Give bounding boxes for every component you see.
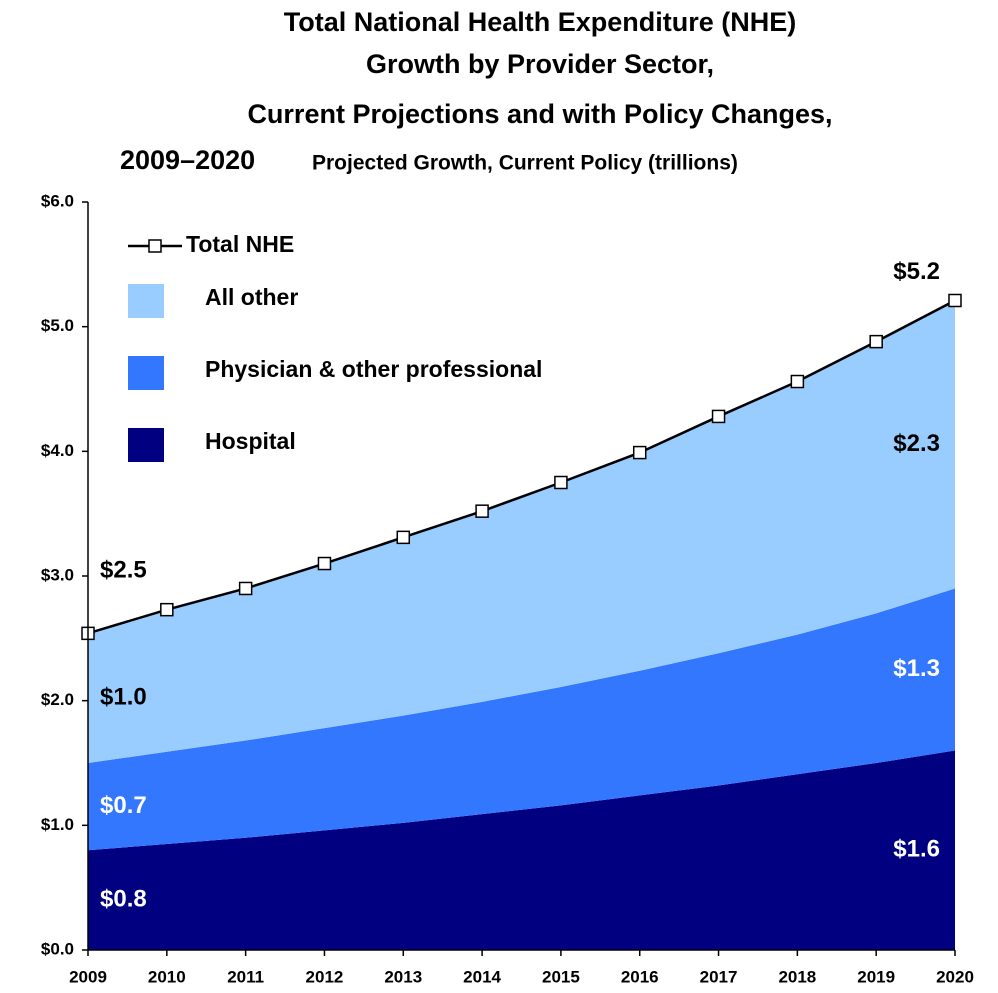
y-tick-label: $3.0 <box>41 565 74 584</box>
x-tick-label: 2015 <box>542 967 580 986</box>
area <box>88 588 955 851</box>
chart-subtitle: Projected Growth, Current Policy (trilli… <box>312 152 738 175</box>
legend-marker <box>148 239 162 253</box>
y-tick-label: $2.0 <box>41 690 74 709</box>
legend-swatch <box>128 356 164 390</box>
x-tick-label: 2019 <box>857 967 895 986</box>
legend-label: Physician & other professional <box>205 356 542 382</box>
marker <box>160 602 174 617</box>
line <box>87 299 956 635</box>
legend-label: Hospital <box>205 428 296 454</box>
legend-swatch <box>128 284 164 318</box>
x-tick-label: 2017 <box>700 967 738 986</box>
data-label: $2.5 <box>100 557 147 584</box>
marker <box>711 409 726 424</box>
x-tick-label: 2009 <box>69 967 107 986</box>
legend-label: All other <box>205 284 298 310</box>
y-tick-label: $6.0 <box>41 191 74 210</box>
data-label: $1.0 <box>100 684 147 711</box>
data-label: $2.3 <box>893 430 940 457</box>
chart-title: 2009–2020 <box>120 145 255 175</box>
x-tick-label: 2013 <box>384 967 422 986</box>
data-label: $0.8 <box>100 885 147 912</box>
legend-swatch <box>128 428 164 462</box>
marker <box>632 445 647 460</box>
marker <box>396 530 411 545</box>
marker <box>554 475 568 490</box>
marker <box>475 504 489 518</box>
x-tick-label: 2010 <box>148 967 186 986</box>
y-tick-label: $4.0 <box>41 441 74 460</box>
x-tick-label: 2020 <box>936 967 974 986</box>
area <box>88 750 955 950</box>
marker <box>869 334 883 349</box>
marker <box>238 581 253 596</box>
legend-label: Total NHE <box>186 231 294 257</box>
marker <box>948 293 962 308</box>
area <box>88 300 955 763</box>
data-label: $1.3 <box>893 655 940 682</box>
x-tick-label: 2018 <box>778 967 816 986</box>
data-label: $0.7 <box>100 792 147 819</box>
x-tick-label: 2016 <box>621 967 659 986</box>
y-tick-label: $0.0 <box>41 939 74 958</box>
marker <box>790 374 805 389</box>
chart-title: Current Projections and with Policy Chan… <box>247 99 832 129</box>
y-tick-label: $5.0 <box>41 316 74 335</box>
chart-title: Growth by Provider Sector, <box>366 49 714 79</box>
x-tick-label: 2011 <box>227 967 264 986</box>
data-label: $1.6 <box>893 836 940 863</box>
data-label: $5.2 <box>893 258 940 285</box>
chart-title: Total National Health Expenditure (NHE) <box>284 7 797 37</box>
x-tick-label: 2012 <box>306 967 344 986</box>
marker <box>317 556 332 571</box>
y-tick-label: $1.0 <box>41 815 74 834</box>
x-tick-label: 2014 <box>463 967 501 986</box>
